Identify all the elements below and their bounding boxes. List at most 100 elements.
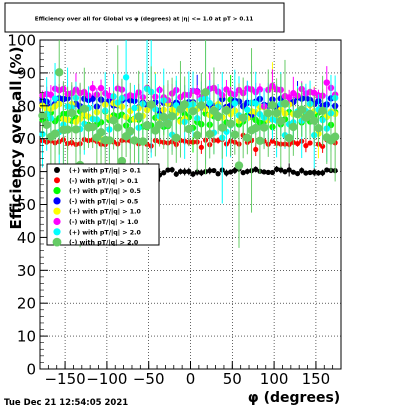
data-point (294, 140, 301, 147)
data-point (188, 106, 198, 116)
legend-label: (-) with pT/|q| > 2.0 (69, 240, 139, 248)
data-point (330, 132, 340, 141)
data-point (251, 123, 260, 133)
x-tick-label: 100 (260, 370, 289, 388)
data-point (222, 106, 231, 115)
x-tick-label: −100 (86, 370, 127, 388)
data-point (155, 120, 164, 129)
data-point (177, 168, 184, 175)
data-point (285, 94, 293, 101)
data-point (324, 167, 330, 173)
data-point (38, 111, 47, 120)
data-point (138, 137, 148, 146)
data-point (231, 100, 239, 107)
data-point (261, 169, 267, 175)
data-point (314, 124, 323, 133)
data-point (169, 167, 175, 173)
data-point (305, 109, 315, 119)
legend-label: (+) with pT/|q| > 2.0 (69, 229, 142, 237)
y-tick-label: 40 (17, 229, 36, 247)
data-point (311, 169, 317, 175)
data-point (320, 170, 326, 176)
y-tick-label: 20 (17, 295, 36, 313)
data-point (265, 169, 271, 175)
data-point (161, 170, 167, 176)
chart-title: Efficiency over all for Global vs φ (deg… (35, 17, 254, 23)
data-point (282, 169, 288, 175)
data-point (89, 84, 96, 92)
data-point (55, 68, 64, 77)
data-point (67, 108, 76, 118)
data-point (80, 104, 89, 114)
data-point (51, 95, 59, 102)
legend: (+) with pT/|q| > 0.1 (-) with pT/|q| > 0… (46, 163, 160, 248)
data-point (50, 129, 60, 138)
data-point (297, 105, 306, 114)
data-point (253, 166, 259, 172)
data-point (259, 123, 269, 132)
data-point (113, 123, 122, 132)
data-point (310, 116, 319, 125)
legend-box (46, 163, 160, 246)
legend-label: (+) with pT/|q| > 0.5 (69, 188, 141, 196)
data-point (223, 170, 230, 176)
y-tick-label: 10 (17, 328, 36, 346)
series-layer (38, 40, 340, 248)
data-point (109, 116, 118, 125)
data-point (244, 168, 250, 175)
legend-marker (53, 197, 61, 205)
data-point (232, 167, 238, 174)
data-point (252, 100, 259, 107)
y-tick-label: 30 (17, 262, 36, 280)
data-point (197, 101, 206, 110)
data-point (315, 170, 322, 176)
y-tick-label: 90 (17, 64, 36, 82)
data-point (290, 169, 296, 175)
data-point (47, 91, 55, 98)
x-tick-label: −50 (133, 370, 165, 388)
y-axis-title: Efficiency over all (%) (7, 47, 25, 230)
data-point (131, 104, 138, 112)
data-point (198, 144, 204, 150)
data-point (303, 143, 309, 149)
data-point (130, 136, 139, 145)
data-point (167, 112, 177, 121)
data-point (269, 138, 276, 144)
data-point (244, 106, 251, 113)
legend-marker (52, 237, 62, 247)
y-tick-label: 70 (17, 130, 36, 148)
data-point (186, 168, 192, 175)
legend-label: (+) with pT/|q| > 0.1 (69, 168, 141, 176)
data-point (163, 119, 173, 128)
data-point (278, 167, 284, 173)
data-point (190, 171, 196, 177)
y-tick-label: 0 (26, 361, 36, 379)
data-point (159, 112, 168, 122)
data-point (201, 88, 210, 97)
data-point (269, 169, 276, 176)
data-point (142, 121, 152, 130)
data-point (268, 101, 277, 110)
data-point (172, 133, 181, 143)
data-point (255, 136, 265, 146)
series-8 (38, 40, 340, 248)
data-point (228, 169, 234, 175)
x-tick-label: 0 (186, 370, 196, 388)
data-point (299, 167, 305, 174)
data-point (198, 170, 204, 176)
data-point (88, 122, 97, 132)
legend-marker (53, 217, 61, 226)
legend-label: (-) with pT/|q| > 0.5 (69, 198, 138, 206)
data-point (243, 133, 252, 143)
footer-timestamp: Tue Dec 21 12:54:05 2021 (4, 398, 128, 408)
data-point (117, 156, 127, 166)
y-tick-label: 80 (17, 97, 36, 115)
data-point (147, 100, 156, 109)
data-point (180, 100, 189, 109)
data-point (303, 170, 309, 176)
x-tick-label: −150 (44, 370, 85, 388)
chart-title-box: Efficiency over all for Global vs φ (deg… (4, 2, 285, 33)
data-point (218, 123, 227, 132)
data-point (318, 106, 327, 116)
